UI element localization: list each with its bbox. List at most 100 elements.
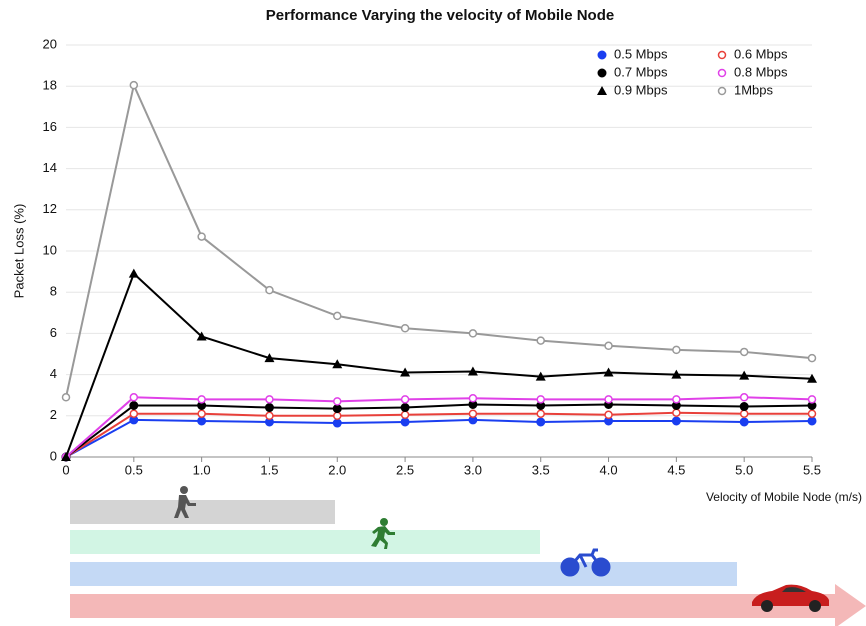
point [673, 396, 680, 403]
point [605, 396, 612, 403]
chart-title: Performance Varying the velocity of Mobi… [266, 7, 614, 24]
y-tick-label: 2 [50, 407, 57, 422]
y-axis-label: Packet Loss (%) [11, 204, 26, 299]
y-tick-label: 10 [43, 242, 57, 257]
point [265, 404, 273, 412]
point [672, 417, 680, 425]
point [605, 411, 612, 418]
point [741, 410, 748, 417]
x-tick-label: 0.5 [125, 462, 143, 477]
point [130, 410, 137, 417]
point [130, 82, 137, 89]
point [740, 403, 748, 411]
legend-item: 0.7 Mbps [598, 64, 668, 79]
x-tick-label: 5.5 [803, 462, 821, 477]
point [129, 269, 139, 278]
legend-marker [719, 88, 726, 95]
point [469, 330, 476, 337]
point [130, 394, 137, 401]
legend-item: 0.8 Mbps [719, 64, 788, 79]
legend-item: 0.9 Mbps [597, 82, 668, 97]
series-line [66, 420, 812, 457]
legend-item: 0.5 Mbps [598, 46, 668, 61]
series-line [66, 413, 812, 457]
series-line [66, 85, 812, 397]
point [537, 410, 544, 417]
point [401, 418, 409, 426]
run-bar [70, 530, 540, 554]
legend-label: 0.7 Mbps [614, 64, 668, 79]
point [333, 405, 341, 413]
y-tick-label: 14 [43, 160, 57, 175]
chart: Performance Varying the velocity of Mobi… [0, 0, 866, 626]
x-tick-label: 1.5 [260, 462, 278, 477]
legend-item: 0.6 Mbps [719, 46, 788, 61]
walk-bar [70, 500, 335, 524]
legend-label: 0.5 Mbps [614, 46, 668, 61]
point [537, 396, 544, 403]
series-line [66, 274, 812, 457]
legend-marker [598, 69, 606, 77]
point [198, 396, 205, 403]
legend-label: 1Mbps [734, 82, 774, 97]
legend-marker [597, 86, 607, 95]
point [333, 419, 341, 427]
point [401, 404, 409, 412]
legend-marker [598, 51, 606, 59]
y-tick-label: 20 [43, 36, 57, 51]
point [740, 418, 748, 426]
x-tick-label: 4.5 [667, 462, 685, 477]
point [266, 412, 273, 419]
legend-label: 0.8 Mbps [734, 64, 788, 79]
bike-bar [70, 562, 737, 586]
x-tick-label: 2.0 [328, 462, 346, 477]
point [673, 346, 680, 353]
x-tick-label: 3.5 [532, 462, 550, 477]
point [334, 312, 341, 319]
point [198, 233, 205, 240]
x-tick-label: 5.0 [735, 462, 753, 477]
x-tick-label: 3.0 [464, 462, 482, 477]
point [809, 355, 816, 362]
point [266, 396, 273, 403]
x-tick-label: 4.0 [600, 462, 618, 477]
point [198, 410, 205, 417]
point [537, 418, 545, 426]
point [130, 402, 138, 410]
x-tick-label: 2.5 [396, 462, 414, 477]
point [605, 342, 612, 349]
y-tick-label: 18 [43, 78, 57, 93]
page: {"chart_data": {"type": "line", "title":… [0, 0, 866, 626]
point [334, 398, 341, 405]
point [809, 396, 816, 403]
point [741, 394, 748, 401]
point [402, 396, 409, 403]
point [334, 412, 341, 419]
legend-item: 1Mbps [719, 82, 774, 97]
legend-label: 0.9 Mbps [614, 82, 668, 97]
y-tick-label: 8 [50, 284, 57, 299]
point [809, 410, 816, 417]
x-tick-label: 0 [62, 462, 69, 477]
y-tick-label: 12 [43, 201, 57, 216]
y-tick-label: 4 [50, 366, 57, 381]
point [741, 348, 748, 355]
point [198, 417, 206, 425]
point [673, 409, 680, 416]
point [469, 410, 476, 417]
car-arrow [70, 584, 866, 626]
y-tick-label: 16 [43, 119, 57, 134]
point [537, 337, 544, 344]
legend-marker [719, 52, 726, 59]
point [63, 394, 70, 401]
x-tick-label: 1.0 [193, 462, 211, 477]
x-axis-label: Velocity of Mobile Node (m/s) [706, 490, 862, 504]
point [808, 417, 816, 425]
point [402, 411, 409, 418]
legend-marker [719, 70, 726, 77]
legend-label: 0.6 Mbps [734, 46, 788, 61]
point [469, 395, 476, 402]
point [266, 287, 273, 294]
y-tick-label: 0 [50, 448, 57, 463]
y-tick-label: 6 [50, 325, 57, 340]
